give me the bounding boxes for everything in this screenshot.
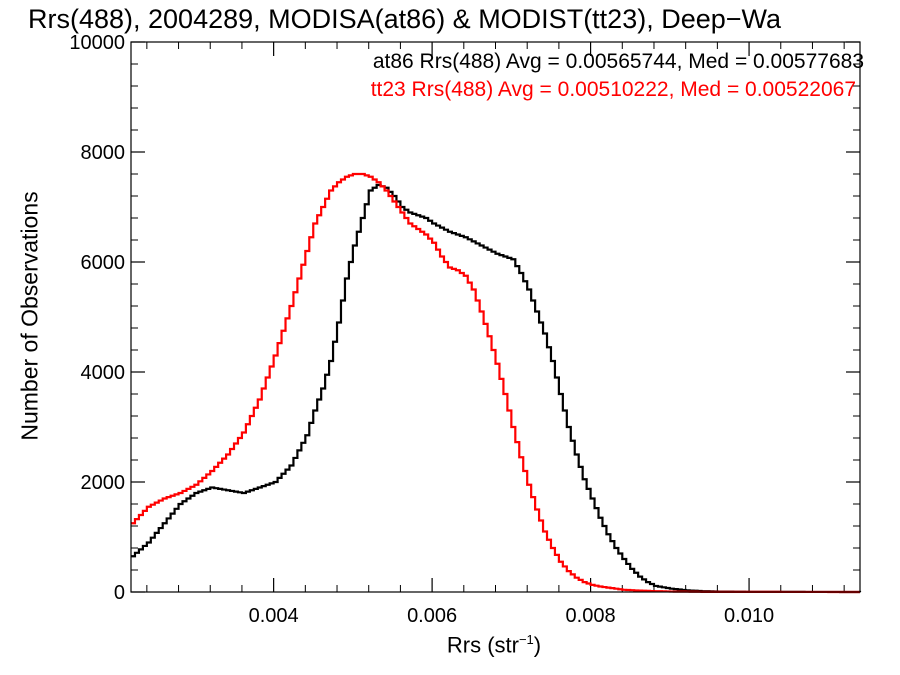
series-line-1 (131, 183, 862, 594)
x-axis-label-exponent: −1 (518, 632, 534, 647)
series-line-2 (131, 172, 860, 594)
chart-title: Rrs(488), 2004289, MODISA(at86) & MODIST… (28, 4, 782, 34)
x-tick-label: 0.008 (566, 605, 616, 627)
y-tick-label: 6000 (81, 252, 126, 274)
legend-series-2: tt23 Rrs(488) Avg = 0.00510222, Med = 0.… (370, 78, 856, 101)
plot-frame (130, 41, 861, 593)
y-tick-label: 2000 (81, 472, 126, 494)
y-tick-label: 8000 (81, 142, 126, 164)
y-tick-label: 0 (114, 582, 125, 604)
y-tick-label: 10000 (69, 32, 125, 54)
x-axis-label-close: ) (533, 632, 542, 658)
y-tick-label: 4000 (81, 362, 126, 384)
x-tick-label: 0.010 (724, 605, 774, 627)
series-layer (131, 172, 862, 594)
y-axis-label: Number of Observations (16, 191, 43, 441)
axis-ticks: 0 2000 4000 6000 8000 10000 0.004 0.006 0.008 0.0… (69, 32, 860, 627)
x-tick-label: 0.004 (249, 605, 299, 627)
x-axis-label: Rrs (str−1) (447, 632, 541, 658)
x-tick-label: 0.006 (407, 605, 457, 627)
x-axis-label-text: Rrs (str (446, 632, 519, 658)
legend-series-1: at86 Rrs(488) Avg = 0.00565744, Med = 0.… (372, 50, 864, 73)
